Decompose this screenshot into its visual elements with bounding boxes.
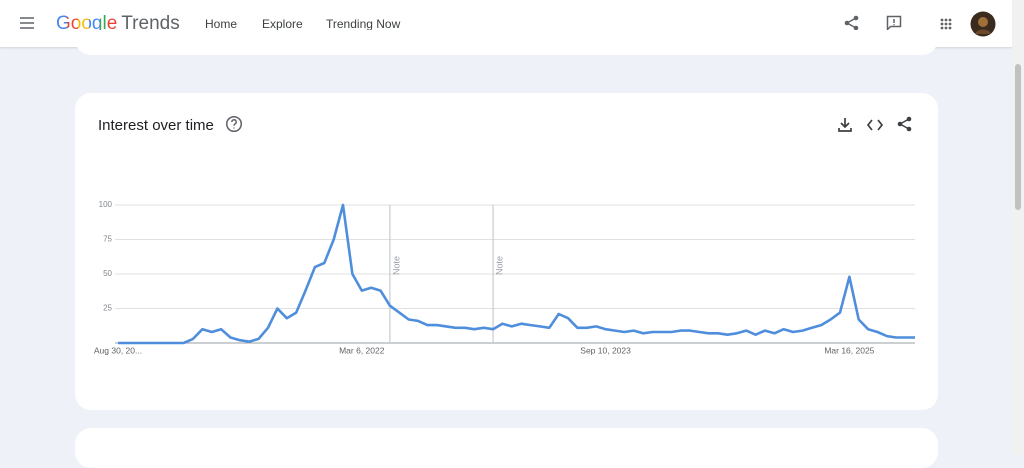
y-tick-label: 25 (103, 304, 112, 313)
x-tick-label: Mar 16, 2025 (824, 345, 874, 355)
menu-icon[interactable] (20, 17, 34, 29)
download-icon[interactable] (837, 117, 853, 133)
card-title: Interest over time (98, 117, 214, 134)
chart: 25 50 75 100 Note Note Aug 30, 20... Mar 6, 202… (94, 200, 915, 355)
note-label: Note (391, 256, 401, 275)
apps-icon[interactable] (940, 18, 952, 30)
nav-link[interactable]: Trending Now (326, 17, 401, 31)
x-tick-label: Sep 10, 2023 (580, 345, 631, 355)
share-icon[interactable] (844, 15, 860, 31)
y-tick-label: 50 (103, 269, 112, 278)
nav-link[interactable]: Home (205, 17, 238, 31)
embed-icon[interactable] (867, 117, 883, 133)
feedback-icon[interactable] (886, 15, 902, 31)
help-icon[interactable] (225, 115, 243, 133)
logo-product: Trends (121, 13, 180, 34)
nav-link[interactable]: Explore (262, 17, 303, 31)
logo[interactable]: Google Trends (56, 13, 180, 35)
previous-card (75, 30, 938, 55)
line (118, 203, 915, 345)
scrollbar-thumb[interactable] (1015, 64, 1021, 210)
y-tick-label: 75 (103, 235, 112, 244)
avatar[interactable] (970, 11, 996, 37)
logo-google: Google (56, 13, 118, 34)
share-icon[interactable] (897, 116, 913, 132)
x-tick-label: Mar 6, 2022 (339, 345, 385, 355)
note-label: Note (494, 256, 504, 275)
y-tick-label: 100 (99, 200, 113, 209)
chart-card: Interest over time (75, 93, 938, 410)
x-tick-label: Aug 30, 20... (94, 345, 142, 355)
